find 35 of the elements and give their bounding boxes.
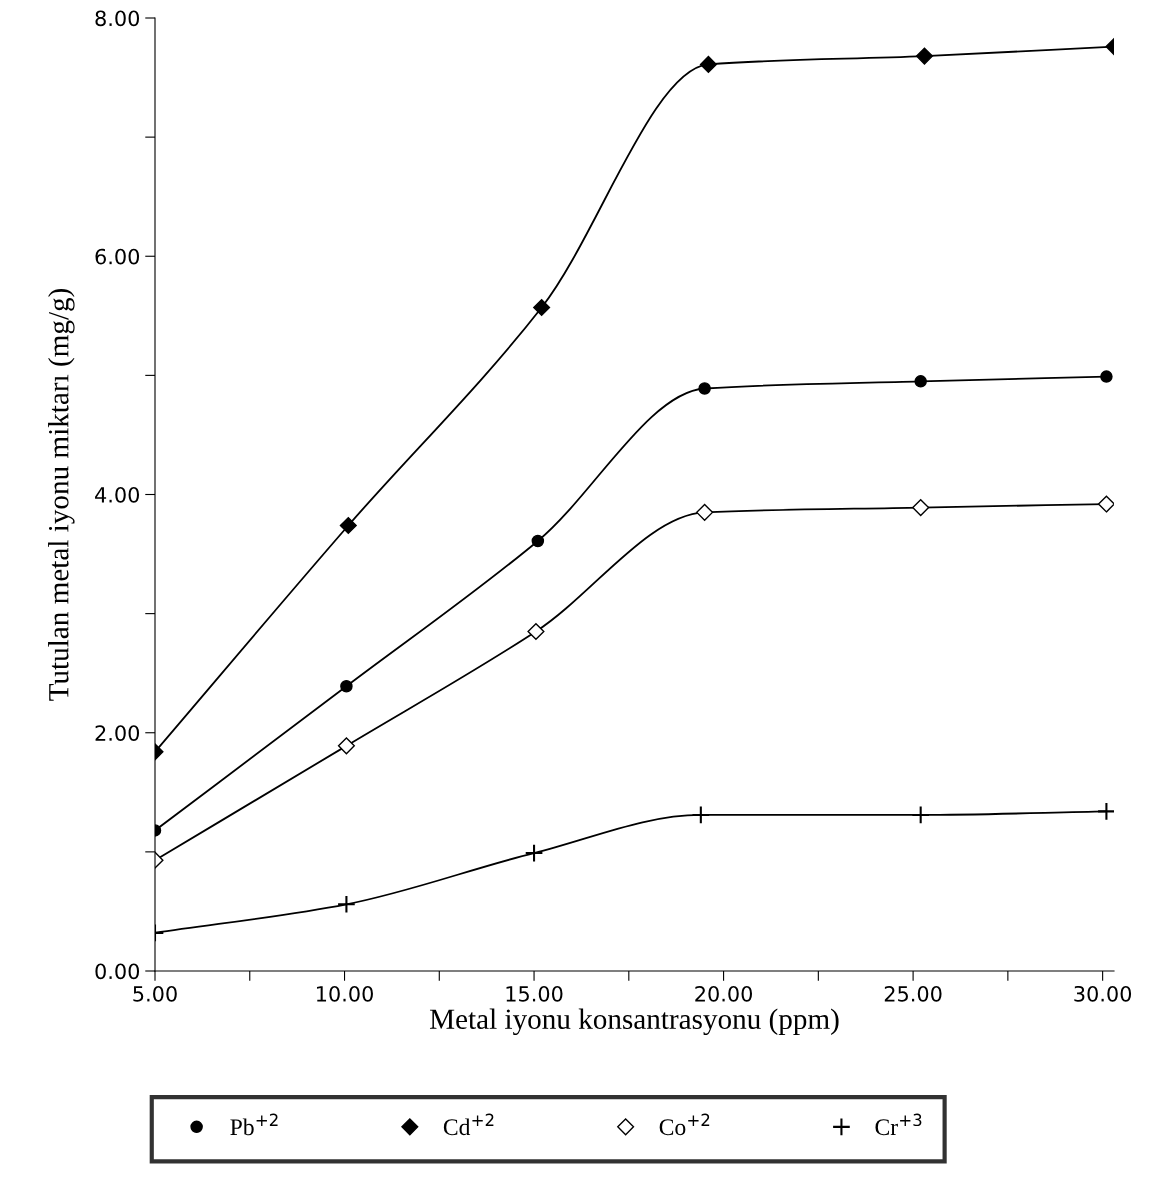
x-tick-label: 10.00: [316, 985, 373, 1002]
legend-label: Pb$^{+2}$: [230, 1113, 278, 1136]
point: [339, 516, 357, 535]
x-tick-label: 20.00: [695, 985, 753, 1002]
point: [533, 298, 551, 317]
point: [915, 47, 934, 65]
y-tick-label: 4.00: [95, 486, 140, 503]
point: [691, 805, 711, 825]
point: [911, 805, 931, 825]
y-tick-label: 8.00: [95, 10, 140, 27]
legend-label: Co$^{+2}$: [659, 1113, 710, 1136]
point: [337, 737, 355, 755]
point: [1100, 370, 1113, 383]
x-tick-label: 15.00: [506, 985, 563, 1002]
y-axis-title: Tutulan metal iyonu miktarı (mg/g): [48, 288, 75, 701]
point: [1097, 495, 1114, 513]
point: [337, 894, 356, 914]
y-tick-label: 0.00: [95, 963, 140, 980]
point: [914, 375, 927, 388]
x-tick-label: 5.00: [133, 985, 177, 1002]
x-tick-label: 30.00: [1074, 985, 1132, 1002]
point: [524, 843, 544, 863]
legend-label: Cr$^{+3}$: [875, 1113, 922, 1136]
point: [527, 622, 545, 641]
point: [698, 382, 711, 395]
point: [340, 680, 353, 693]
point: [531, 534, 545, 548]
point: [696, 503, 714, 521]
point: [699, 55, 717, 74]
y-tick-label: 6.00: [95, 248, 140, 265]
x-tick-label: 25.00: [884, 985, 942, 1002]
x-axis-title: Metal iyonu konsantrasyonu (ppm): [429, 1008, 839, 1036]
y-tick-label: 2.00: [95, 725, 140, 741]
point: [912, 499, 930, 517]
legend-label: Cd$^{+2}$: [443, 1113, 494, 1136]
